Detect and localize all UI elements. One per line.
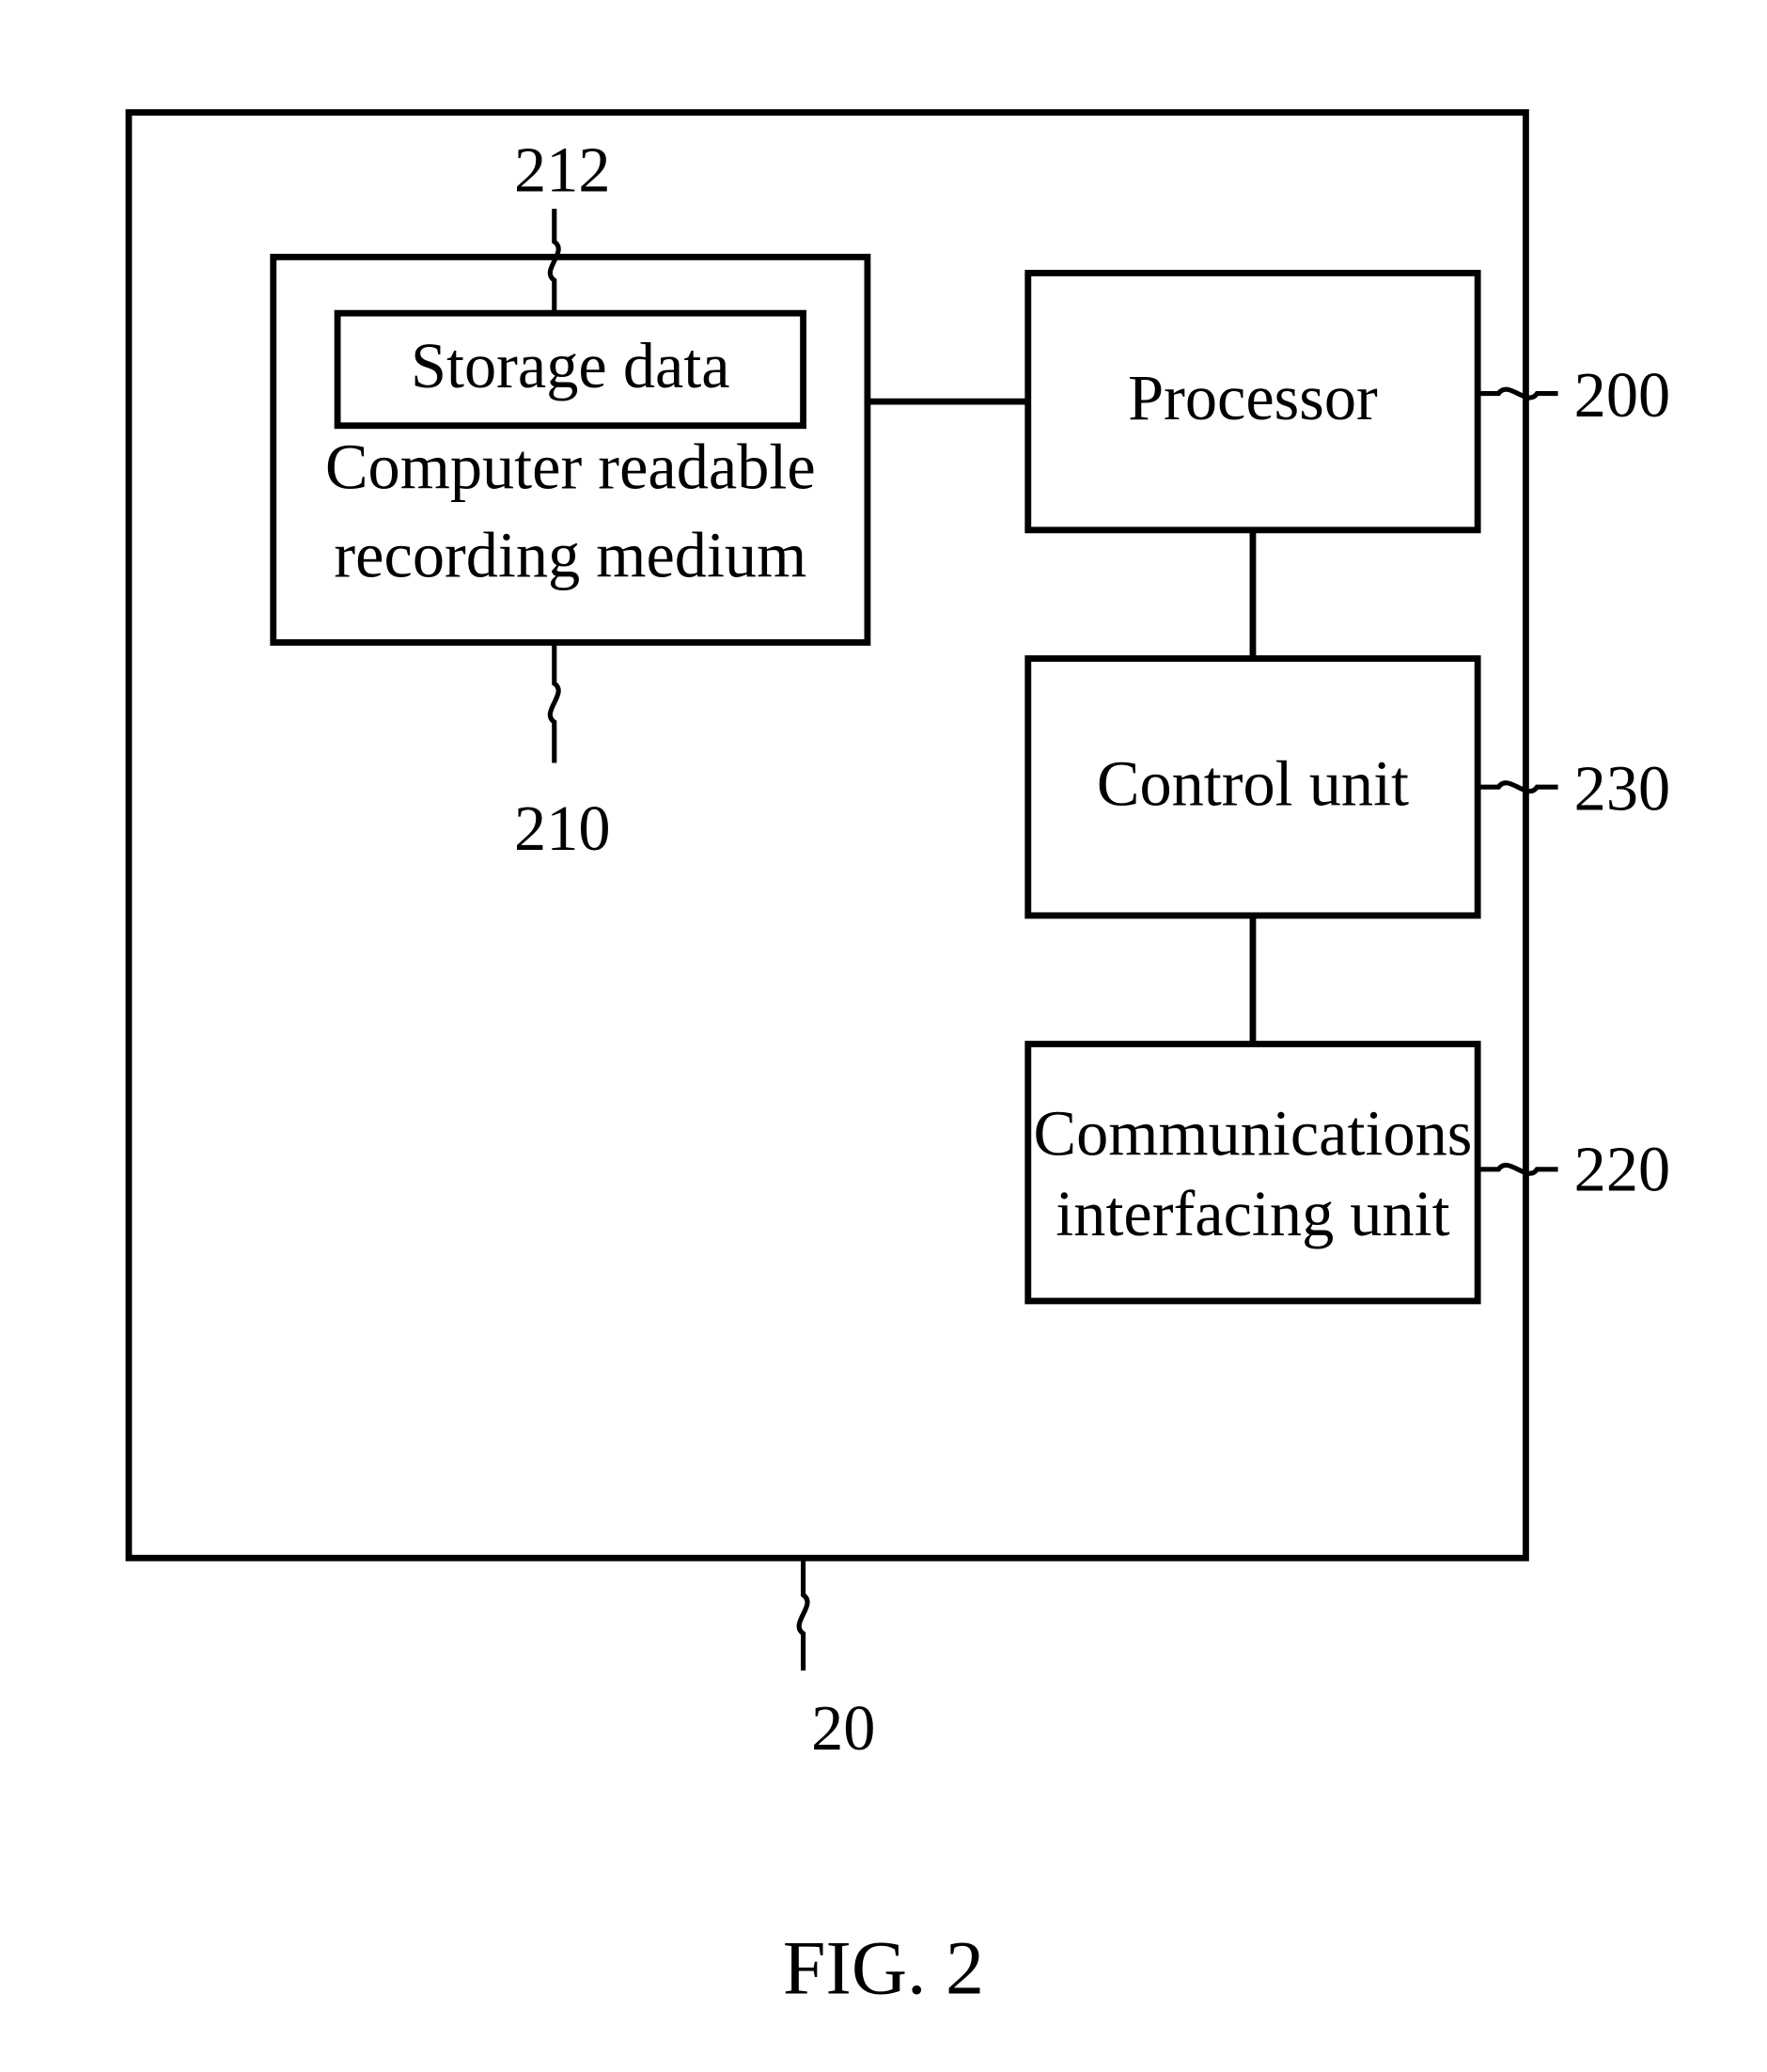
ref-number-control: 230	[1574, 752, 1671, 824]
block-label-comm-line1: interfacing unit	[1056, 1178, 1449, 1249]
block-box-comm	[1028, 1044, 1478, 1301]
figure-caption: FIG. 2	[783, 1924, 984, 2010]
block-processor: Processor 200	[1028, 273, 1670, 529]
ref-number-storage: 212	[514, 134, 611, 206]
leader-line	[799, 1558, 807, 1671]
ref-number-medium: 210	[514, 793, 611, 864]
block-label-storage-line0: Storage data	[411, 330, 730, 401]
block-comm: Communications interfacing unit 220	[1028, 1044, 1670, 1301]
block-control: Control unit 230	[1028, 658, 1670, 915]
block-label-medium-line0: Computer readable	[325, 432, 816, 503]
ref-number-comm: 220	[1574, 1133, 1671, 1204]
block-label-medium-line1: recording medium	[334, 520, 806, 591]
block-label-processor-line0: Processor	[1128, 362, 1378, 433]
ref-number-outer: 20	[811, 1692, 875, 1764]
ref-number-processor: 200	[1574, 359, 1671, 431]
block-label-comm-line0: Communications	[1034, 1098, 1473, 1169]
block-label-control-line0: Control unit	[1097, 747, 1409, 819]
